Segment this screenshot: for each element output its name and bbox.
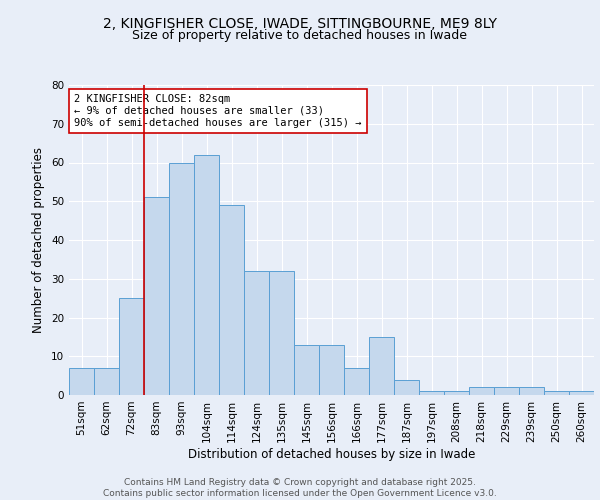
- Bar: [94, 368, 119, 395]
- Bar: [144, 198, 169, 395]
- Bar: [119, 298, 144, 395]
- Bar: [444, 391, 469, 395]
- Bar: [494, 387, 519, 395]
- Bar: [294, 344, 319, 395]
- Text: 2 KINGFISHER CLOSE: 82sqm
← 9% of detached houses are smaller (33)
90% of semi-d: 2 KINGFISHER CLOSE: 82sqm ← 9% of detach…: [74, 94, 362, 128]
- Bar: [369, 337, 394, 395]
- Bar: [394, 380, 419, 395]
- X-axis label: Distribution of detached houses by size in Iwade: Distribution of detached houses by size …: [188, 448, 475, 460]
- Bar: [344, 368, 369, 395]
- Text: Contains HM Land Registry data © Crown copyright and database right 2025.
Contai: Contains HM Land Registry data © Crown c…: [103, 478, 497, 498]
- Text: 2, KINGFISHER CLOSE, IWADE, SITTINGBOURNE, ME9 8LY: 2, KINGFISHER CLOSE, IWADE, SITTINGBOURN…: [103, 18, 497, 32]
- Bar: [244, 271, 269, 395]
- Bar: [569, 391, 594, 395]
- Bar: [219, 205, 244, 395]
- Text: Size of property relative to detached houses in Iwade: Size of property relative to detached ho…: [133, 29, 467, 42]
- Bar: [319, 344, 344, 395]
- Bar: [194, 155, 219, 395]
- Bar: [269, 271, 294, 395]
- Bar: [69, 368, 94, 395]
- Bar: [469, 387, 494, 395]
- Bar: [544, 391, 569, 395]
- Y-axis label: Number of detached properties: Number of detached properties: [32, 147, 46, 333]
- Bar: [169, 162, 194, 395]
- Bar: [519, 387, 544, 395]
- Bar: [419, 391, 444, 395]
